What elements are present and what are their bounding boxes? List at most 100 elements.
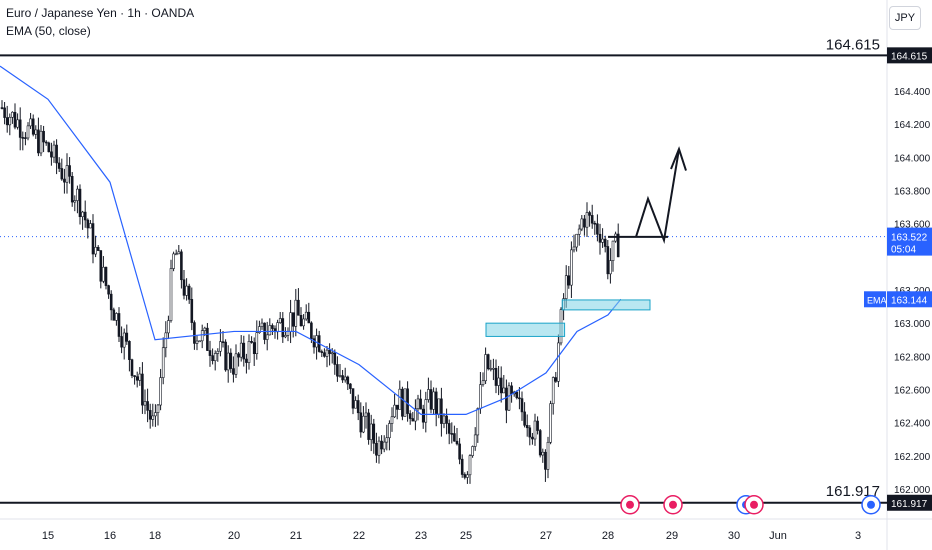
candle-body	[398, 388, 402, 410]
candle-body	[338, 375, 342, 377]
candle-body	[271, 325, 274, 329]
last-price-tag[interactable]	[887, 227, 932, 256]
lower-level-tag	[887, 494, 932, 511]
candle-body	[419, 398, 422, 410]
lower-level-tag-label: 161.917	[891, 499, 928, 510]
candle-body	[328, 349, 331, 354]
candle-body	[216, 350, 220, 354]
projection-arrow[interactable]	[608, 146, 687, 245]
candle-body	[533, 420, 537, 440]
candle-body	[260, 322, 264, 327]
projection-arrowhead[interactable]	[670, 146, 687, 171]
upper-level-tag	[887, 47, 932, 64]
candle-body	[232, 368, 235, 375]
candle-body	[538, 430, 542, 456]
candle-body	[167, 320, 170, 334]
candle-body	[190, 299, 194, 323]
candle-body	[307, 311, 311, 324]
indicator-legend[interactable]: EMA (50, close)	[6, 24, 91, 38]
candle-body	[531, 436, 534, 440]
candle-body	[476, 408, 480, 436]
candle-body	[450, 433, 454, 435]
candle-body	[588, 212, 591, 216]
candle-body	[606, 246, 610, 275]
candle-body	[195, 340, 199, 344]
time-tick-label: 25	[460, 530, 472, 542]
candle-body	[330, 352, 334, 355]
horizontal-levels[interactable]: 164.615 161.917	[0, 36, 887, 504]
candle-body	[289, 312, 292, 332]
candle-body	[437, 398, 441, 415]
candle-body	[434, 391, 438, 415]
candle-body	[616, 233, 620, 258]
candle-body	[0, 107, 4, 109]
candle-body	[489, 368, 493, 370]
candle-body	[408, 413, 412, 419]
candle-body	[177, 251, 181, 255]
demand-zone-1[interactable]	[485, 322, 566, 337]
candle-body	[213, 353, 217, 362]
projection-path[interactable]	[635, 148, 680, 245]
demand-zones[interactable]	[485, 299, 651, 337]
candle-body	[138, 373, 142, 381]
dividend-event-icon-dot	[750, 500, 758, 509]
candle-body	[299, 315, 303, 327]
candle-body	[429, 389, 433, 410]
candle-body	[505, 387, 508, 411]
ema-value-tag	[887, 291, 932, 308]
candle-body	[354, 400, 357, 409]
candle-body	[284, 335, 287, 338]
candle-body	[554, 377, 558, 382]
candle-body	[455, 440, 459, 445]
candle-body	[193, 322, 196, 344]
currency-button[interactable]: JPY	[889, 6, 921, 30]
time-tick-label: 3	[855, 530, 861, 542]
candle-body	[427, 389, 430, 400]
candle-body	[44, 141, 48, 144]
candle-body	[229, 352, 233, 369]
candle-body	[68, 165, 71, 177]
candle-body	[291, 312, 295, 327]
candle-body	[333, 352, 337, 365]
candle-body	[544, 451, 547, 470]
candle-body	[242, 342, 246, 360]
price-tick-label: 163.800	[894, 186, 931, 197]
demand-zone-2[interactable]	[561, 299, 651, 311]
price-axis[interactable]: 164.400164.200164.000163.800163.600163.2…	[864, 47, 932, 511]
candle-body	[63, 178, 66, 183]
candle-body	[281, 318, 285, 338]
candle-body	[198, 340, 201, 343]
candle-body	[323, 352, 326, 357]
time-tick-label: 15	[42, 530, 54, 542]
candle-body	[432, 391, 435, 410]
time-tick-label: 29	[666, 530, 678, 542]
candle-body	[117, 313, 121, 337]
event-markers[interactable]	[620, 495, 881, 515]
candle-body	[507, 385, 511, 411]
candle-body	[416, 398, 420, 410]
candle-body	[115, 313, 118, 321]
candle-body	[486, 354, 490, 370]
candle-body	[494, 367, 498, 386]
candle-body	[73, 200, 77, 203]
time-axis[interactable]: 15 16 18 20 21 22 23 25 27 28 29 30 Jun 3	[42, 530, 861, 542]
price-tick-label: 163.000	[894, 319, 931, 330]
candle-body	[211, 355, 214, 362]
candle-body	[76, 188, 79, 201]
time-tick-label: 28	[602, 530, 614, 542]
candle-body	[86, 219, 90, 229]
candle-body	[473, 434, 477, 447]
candle-body	[585, 212, 589, 228]
candle-body	[609, 260, 612, 275]
time-tick-label: 16	[104, 530, 116, 542]
candle-body	[492, 367, 495, 370]
candle-body	[362, 415, 365, 433]
candle-body	[120, 336, 123, 348]
dividend-event-icon-dot	[626, 500, 634, 509]
time-tick-label: 18	[149, 530, 161, 542]
resistance-level-text: 164.615	[826, 36, 880, 53]
candle-body	[557, 342, 560, 382]
candle-body	[603, 238, 607, 247]
candle-body	[206, 327, 209, 351]
